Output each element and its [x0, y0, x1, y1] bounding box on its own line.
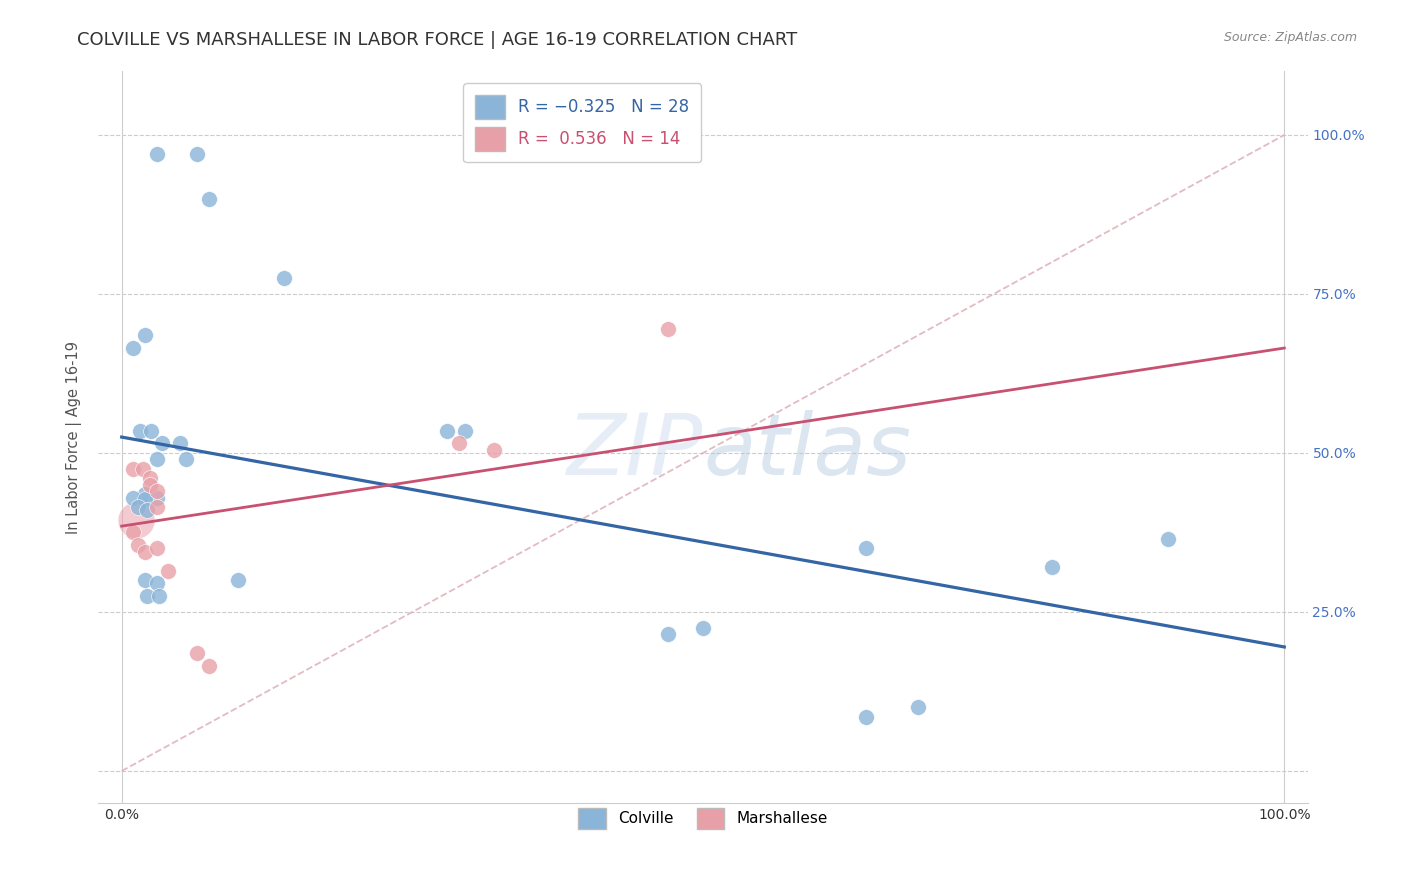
Point	[150, 436, 173, 450]
Point	[169, 436, 191, 450]
Point	[127, 538, 149, 552]
Point	[186, 646, 208, 660]
Point	[145, 491, 167, 505]
Point	[447, 436, 470, 450]
Point	[148, 589, 170, 603]
Point	[855, 541, 877, 556]
Point	[186, 147, 208, 161]
Point	[124, 513, 146, 527]
Y-axis label: In Labor Force | Age 16-19: In Labor Force | Age 16-19	[66, 341, 83, 533]
Point	[198, 192, 221, 206]
Point	[134, 487, 156, 501]
Point	[138, 477, 160, 491]
Point	[657, 627, 679, 641]
Point	[134, 573, 156, 587]
Point	[273, 271, 295, 285]
Point	[122, 491, 145, 505]
Point	[145, 484, 167, 499]
Point	[145, 500, 167, 514]
Text: Source: ZipAtlas.com: Source: ZipAtlas.com	[1223, 31, 1357, 45]
Point	[145, 541, 167, 556]
Text: ZIP: ZIP	[567, 410, 703, 493]
Point	[198, 659, 221, 673]
Point	[122, 462, 145, 476]
Point	[453, 424, 475, 438]
Point	[692, 621, 714, 635]
Point	[145, 452, 167, 467]
Point	[436, 424, 458, 438]
Point	[157, 564, 180, 578]
Point	[145, 576, 167, 591]
Point	[136, 589, 159, 603]
Point	[174, 452, 197, 467]
Point	[136, 503, 159, 517]
Point	[134, 491, 156, 506]
Text: atlas: atlas	[703, 410, 911, 493]
Point	[1157, 532, 1180, 546]
Point	[131, 462, 153, 476]
Point	[855, 710, 877, 724]
Point	[122, 341, 145, 355]
Point	[482, 442, 505, 457]
Point	[139, 424, 162, 438]
Point	[134, 544, 156, 558]
Legend: Colville, Marshallese: Colville, Marshallese	[572, 802, 834, 836]
Text: COLVILLE VS MARSHALLESE IN LABOR FORCE | AGE 16-19 CORRELATION CHART: COLVILLE VS MARSHALLESE IN LABOR FORCE |…	[77, 31, 797, 49]
Point	[145, 147, 167, 161]
Point	[226, 573, 249, 587]
Point	[129, 424, 152, 438]
Point	[127, 500, 149, 514]
Point	[134, 328, 156, 343]
Point	[138, 471, 160, 485]
Point	[1040, 560, 1063, 574]
Point	[122, 525, 145, 540]
Point	[657, 322, 679, 336]
Point	[907, 700, 929, 714]
